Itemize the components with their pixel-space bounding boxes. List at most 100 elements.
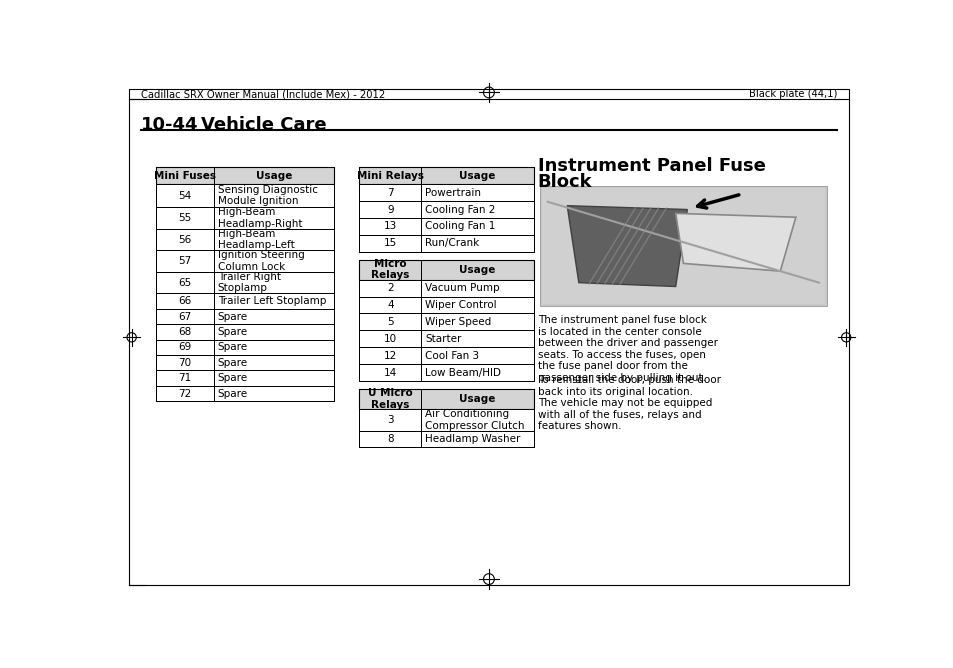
- Bar: [155, 355, 334, 371]
- Text: Usage: Usage: [255, 170, 292, 180]
- Text: The vehicle may not be equipped
with all of the fuses, relays and
features shown: The vehicle may not be equipped with all…: [537, 398, 711, 432]
- Text: Spare: Spare: [217, 389, 248, 399]
- Bar: [541, 188, 824, 304]
- Bar: [359, 347, 534, 364]
- Text: Spare: Spare: [217, 373, 248, 383]
- Text: Usage: Usage: [459, 170, 496, 180]
- Text: 57: 57: [178, 256, 192, 266]
- Bar: [359, 260, 534, 280]
- Bar: [359, 184, 534, 201]
- Text: 69: 69: [178, 342, 192, 352]
- Text: Vehicle Care: Vehicle Care: [200, 116, 326, 134]
- Text: Block: Block: [537, 172, 592, 190]
- Text: 10: 10: [383, 334, 396, 344]
- Bar: [359, 430, 534, 448]
- Bar: [155, 309, 334, 324]
- Bar: [155, 293, 334, 309]
- Bar: [359, 430, 534, 448]
- Text: Spare: Spare: [217, 342, 248, 352]
- Text: 67: 67: [178, 311, 192, 321]
- Bar: [359, 313, 534, 331]
- Text: Starter: Starter: [425, 334, 461, 344]
- Text: 12: 12: [383, 351, 396, 361]
- Bar: [155, 228, 334, 250]
- Bar: [359, 364, 534, 381]
- Text: Usage: Usage: [459, 265, 496, 275]
- Bar: [155, 228, 334, 250]
- Bar: [359, 389, 534, 409]
- Bar: [359, 235, 534, 252]
- Bar: [359, 347, 534, 364]
- Text: 70: 70: [178, 358, 192, 368]
- Text: Micro
Relays: Micro Relays: [371, 259, 409, 281]
- Text: Trailer Right
Stoplamp: Trailer Right Stoplamp: [217, 272, 280, 293]
- Text: Spare: Spare: [217, 358, 248, 368]
- Text: Spare: Spare: [217, 311, 248, 321]
- Bar: [155, 339, 334, 355]
- Text: 8: 8: [387, 434, 394, 444]
- Bar: [155, 371, 334, 386]
- Text: Cadillac SRX Owner Manual (Include Mex) - 2012: Cadillac SRX Owner Manual (Include Mex) …: [141, 90, 385, 100]
- Bar: [359, 167, 534, 184]
- Text: 65: 65: [178, 278, 192, 288]
- Bar: [155, 339, 334, 355]
- Bar: [359, 389, 534, 409]
- Text: 71: 71: [178, 373, 192, 383]
- Text: Instrument Panel Fuse: Instrument Panel Fuse: [537, 157, 765, 175]
- Bar: [155, 355, 334, 371]
- Text: 15: 15: [383, 238, 396, 248]
- Text: Low Beam/HID: Low Beam/HID: [425, 368, 501, 378]
- Bar: [155, 184, 334, 207]
- Bar: [359, 364, 534, 381]
- Text: 10-44: 10-44: [141, 116, 198, 134]
- Bar: [359, 297, 534, 313]
- Text: 72: 72: [178, 389, 192, 399]
- Bar: [539, 186, 826, 306]
- Bar: [155, 250, 334, 272]
- Bar: [359, 235, 534, 252]
- Text: 9: 9: [387, 204, 394, 214]
- Text: Wiper Control: Wiper Control: [425, 300, 497, 310]
- Bar: [359, 201, 534, 218]
- Bar: [359, 280, 534, 297]
- Text: 56: 56: [178, 234, 192, 244]
- Bar: [359, 218, 534, 235]
- Polygon shape: [675, 213, 795, 271]
- Text: The instrument panel fuse block
is located in the center console
between the dri: The instrument panel fuse block is locat…: [537, 315, 717, 383]
- Text: Spare: Spare: [217, 327, 248, 337]
- Text: High-Beam
Headlamp-Right: High-Beam Headlamp-Right: [217, 207, 302, 228]
- Bar: [155, 324, 334, 339]
- Text: U Micro
Relays: U Micro Relays: [368, 388, 413, 409]
- Text: 4: 4: [387, 300, 394, 310]
- Bar: [359, 184, 534, 201]
- Bar: [155, 272, 334, 293]
- Bar: [359, 201, 534, 218]
- Text: 54: 54: [178, 190, 192, 200]
- Bar: [155, 272, 334, 293]
- Text: Trailer Left Stoplamp: Trailer Left Stoplamp: [217, 296, 326, 306]
- Text: Sensing Diagnostic
Module Ignition: Sensing Diagnostic Module Ignition: [217, 185, 317, 206]
- Text: Black plate (44,1): Black plate (44,1): [748, 90, 836, 100]
- Text: Run/Crank: Run/Crank: [425, 238, 479, 248]
- Text: Cooling Fan 2: Cooling Fan 2: [425, 204, 496, 214]
- Bar: [359, 280, 534, 297]
- Bar: [359, 218, 534, 235]
- Text: 13: 13: [383, 222, 396, 231]
- Text: Ignition Steering
Column Lock: Ignition Steering Column Lock: [217, 250, 304, 272]
- Text: Mini Fuses: Mini Fuses: [153, 170, 215, 180]
- Text: 14: 14: [383, 368, 396, 378]
- Text: Usage: Usage: [459, 394, 496, 404]
- Bar: [359, 167, 534, 184]
- Bar: [155, 167, 334, 184]
- Bar: [155, 309, 334, 324]
- Bar: [155, 324, 334, 339]
- Bar: [155, 207, 334, 228]
- Text: 2: 2: [387, 283, 394, 293]
- Text: Headlamp Washer: Headlamp Washer: [425, 434, 520, 444]
- Bar: [155, 386, 334, 401]
- Text: 5: 5: [387, 317, 394, 327]
- Bar: [155, 184, 334, 207]
- Text: Cooling Fan 1: Cooling Fan 1: [425, 222, 496, 231]
- Text: Wiper Speed: Wiper Speed: [425, 317, 491, 327]
- Bar: [359, 331, 534, 347]
